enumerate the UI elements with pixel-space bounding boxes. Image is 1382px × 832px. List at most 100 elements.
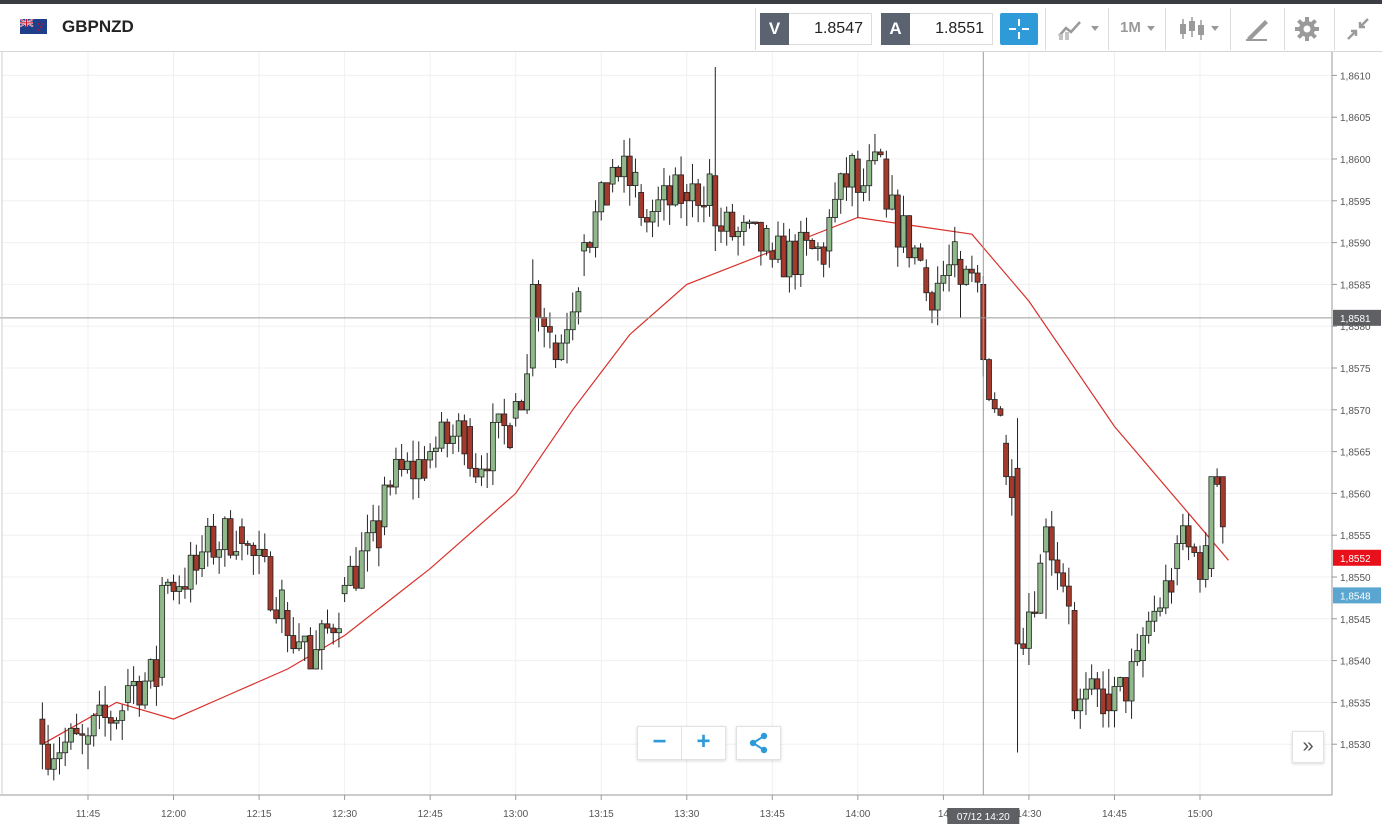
- candle-down: [1003, 442, 1010, 478]
- candle-up: [655, 199, 662, 212]
- candle-down: [752, 221, 759, 224]
- line-chart-icon[interactable]: [1056, 14, 1086, 44]
- bid-label[interactable]: V: [760, 13, 789, 45]
- candle-up: [866, 160, 873, 187]
- candle-down: [883, 158, 890, 210]
- candle-down: [678, 174, 684, 204]
- candle-down: [718, 225, 724, 232]
- chart-area[interactable]: 1,8581 07/12 14:20 1,8552 1,8548 1,8530 1,85…: [0, 52, 1382, 827]
- collapse-icon[interactable]: [1343, 14, 1373, 44]
- x-axis-tick-label: 14: [938, 809, 950, 820]
- candle-up: [489, 422, 496, 472]
- candle-up: [233, 551, 240, 556]
- zoom-in-button[interactable]: +: [696, 728, 711, 755]
- crosshair-icon: [1009, 19, 1029, 39]
- candle-down: [615, 166, 622, 178]
- x-axis-tick-label: 12:45: [418, 809, 443, 820]
- zoom-controls: − +: [637, 726, 726, 760]
- timeframe-dropdown-caret[interactable]: [1147, 26, 1155, 31]
- ask-price[interactable]: 1.8551: [910, 13, 993, 45]
- x-axis-tick-label: 13:45: [760, 809, 785, 820]
- candle-up: [450, 435, 456, 444]
- candle-down: [136, 681, 143, 706]
- candle-up: [723, 211, 730, 232]
- candle-up: [832, 198, 838, 218]
- drawing-tools-icon[interactable]: [1243, 14, 1273, 44]
- candle-up: [341, 584, 348, 595]
- candle-down: [586, 242, 593, 248]
- candle-down: [843, 173, 850, 188]
- last-bid-badge: [1333, 587, 1381, 604]
- candle-up: [763, 228, 770, 252]
- candle-down: [1054, 559, 1061, 574]
- candle-up: [1134, 650, 1141, 663]
- candle-down: [501, 413, 508, 427]
- ask-label[interactable]: A: [881, 13, 910, 45]
- bid-price[interactable]: 1.8547: [789, 13, 872, 45]
- timeframe-selector[interactable]: 1M: [1120, 19, 1141, 36]
- candle-down: [387, 484, 394, 488]
- candle-up: [176, 586, 183, 592]
- candle-down: [290, 635, 297, 650]
- candle-down: [917, 247, 924, 261]
- toolbar-divider: [1165, 8, 1166, 50]
- candle-up: [735, 231, 741, 238]
- candle-down: [974, 272, 981, 283]
- candle-down: [210, 525, 217, 558]
- candle-up: [706, 173, 713, 207]
- candle-down: [484, 468, 491, 472]
- x-axis-tick-label: 11:45: [76, 809, 101, 820]
- zoom-out-button[interactable]: −: [652, 728, 667, 755]
- candle-up: [946, 264, 952, 276]
- candle-down: [375, 520, 382, 549]
- candle-down: [227, 518, 234, 556]
- candle-up: [130, 681, 137, 687]
- candle-up: [900, 215, 907, 248]
- candle-down: [307, 635, 314, 670]
- candle-up: [1037, 562, 1044, 614]
- candle-down: [854, 158, 861, 193]
- candle-up: [90, 715, 97, 737]
- candle-down: [45, 743, 51, 770]
- candle-down: [643, 217, 650, 223]
- gear-icon[interactable]: [1292, 14, 1322, 44]
- candle-up: [1088, 678, 1095, 690]
- candle-down: [792, 240, 799, 276]
- candle-down: [626, 155, 633, 186]
- x-axis-tick-label: 12:00: [161, 809, 186, 820]
- candle-up: [860, 185, 867, 193]
- candle-type-dropdown-caret[interactable]: [1211, 26, 1219, 31]
- candle-down: [153, 659, 160, 687]
- candle-up: [85, 735, 91, 745]
- candle-up: [1026, 611, 1032, 649]
- candle-up: [1077, 698, 1084, 712]
- candle-up: [934, 282, 941, 311]
- share-button[interactable]: [736, 726, 781, 760]
- toolbar-divider: [755, 8, 756, 50]
- candle-down: [107, 717, 114, 724]
- candle-up: [592, 211, 599, 248]
- candle-up: [427, 451, 434, 461]
- chart-toolbar: GBPNZD V 1.8547 A 1.8551 1M: [0, 4, 1382, 52]
- chart-type-dropdown-caret[interactable]: [1091, 26, 1099, 31]
- candle-up: [432, 447, 439, 452]
- price-chart[interactable]: 1,8581 07/12 14:20 1,8552 1,8548 1,8530 1,85…: [0, 52, 1382, 827]
- toolbar-divider: [1284, 8, 1285, 50]
- candle-down: [467, 426, 473, 469]
- crosshair-button[interactable]: [1000, 13, 1038, 45]
- candle-up: [296, 641, 302, 650]
- toolbar-divider: [1045, 8, 1046, 50]
- candle-up: [221, 518, 228, 551]
- candle-up: [381, 484, 388, 528]
- candle-up: [50, 758, 57, 770]
- candle-down: [73, 727, 80, 735]
- candle-up: [164, 581, 171, 586]
- last-ask-badge: [1333, 549, 1381, 566]
- x-axis-tick-label: 15:00: [1187, 809, 1212, 820]
- candlestick-icon[interactable]: [1177, 14, 1207, 44]
- candle-down: [986, 359, 992, 400]
- candle-up: [786, 240, 793, 278]
- candle-down: [239, 526, 245, 544]
- scroll-to-latest-button[interactable]: »: [1292, 731, 1324, 763]
- x-axis-tick-label: 13:00: [503, 809, 528, 820]
